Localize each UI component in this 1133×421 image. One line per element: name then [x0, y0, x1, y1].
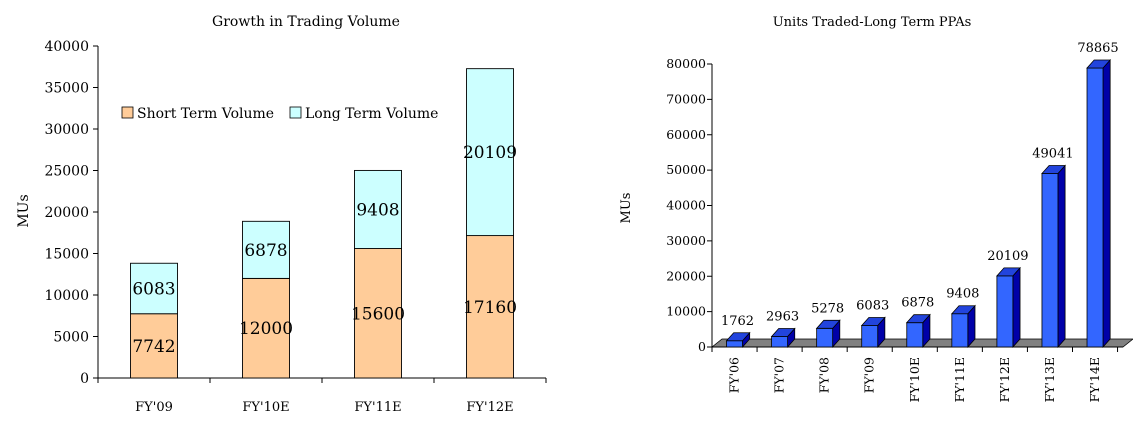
- chart1-bar-short-term: [242, 277, 290, 379]
- chart2-data-label: 49041: [1032, 147, 1073, 162]
- chart2-bar-side: [787, 327, 796, 349]
- legend-label-short-term: Short Term Volume: [137, 106, 274, 122]
- chart2-y-tick-label: 40000: [666, 198, 706, 213]
- chart2-bar: [906, 322, 924, 348]
- chart1-data-label: 6083: [132, 279, 175, 299]
- chart1-data-label: 15600: [351, 304, 405, 324]
- chart2-data-label: 2963: [766, 310, 799, 325]
- trading-volume-chart: Growth in Trading Volume MUs 0 5000 10000 1…: [16, 14, 547, 415]
- chart2-bar: [816, 327, 834, 348]
- chart1-y-tick-label: 35000: [44, 81, 89, 97]
- chart2-y-tick-label: 0: [698, 339, 706, 354]
- chart2-bar: [1041, 173, 1059, 348]
- chart2-bar-top: [860, 317, 886, 326]
- chart2-ylabel: MUs: [619, 193, 634, 224]
- chart2-data-label: 5278: [811, 301, 844, 316]
- chart2-y-tick-label: 20000: [666, 268, 706, 283]
- chart1-bar-short-term: [466, 235, 514, 379]
- chart2-bar-side: [832, 319, 841, 349]
- chart2-bar: [726, 340, 743, 348]
- chart2-bar-side: [1012, 266, 1021, 349]
- chart2-bars: 1762 2963 5278 6083 6878 9408 20109 49041 78865: [721, 41, 1119, 349]
- chart2-y-tick-label: 10000: [666, 304, 706, 319]
- chart2-floor-plane: [710, 338, 1133, 348]
- chart2-data-label: 6878: [901, 296, 934, 311]
- chart2-x-tick-label: FY'08: [817, 357, 832, 393]
- chart2-x-tick-label: FY'13E: [1042, 357, 1057, 402]
- chart2-bar-side: [922, 313, 931, 349]
- chart2-bar-top: [905, 314, 931, 324]
- chart1-bar-long-term: [354, 169, 402, 249]
- chart1-legend: Short Term Volume Long Term Volume: [121, 106, 438, 122]
- chart2-y-tick-label: 60000: [666, 127, 706, 142]
- chart1-y-tick-label: 15000: [44, 247, 89, 263]
- chart2-bar: [996, 275, 1014, 348]
- chart2-axes: 0 10000 20000 30000 40000 50000 60000 70000 8000…: [666, 56, 1123, 402]
- chart2-bar-side: [967, 304, 976, 349]
- chart2-y-tick-label: 30000: [666, 233, 706, 248]
- chart2-data-label: 78865: [1077, 41, 1118, 56]
- chart2-bar-top: [1041, 165, 1066, 174]
- chart2-data-label: 9408: [946, 287, 979, 302]
- chart2-bar-side: [1057, 164, 1066, 349]
- chart1-y-tick-label: 25000: [44, 164, 89, 180]
- chart1-x-tick-label: FY'10E: [242, 400, 289, 415]
- chart1-bar-long-term: [130, 262, 178, 315]
- chart2-x-tick-label: FY'11E: [952, 357, 967, 402]
- chart1-data-label: 20109: [463, 143, 517, 163]
- chart1-data-label: 6878: [244, 241, 287, 261]
- chart2-bar: [771, 336, 788, 348]
- chart2-bar-top: [996, 267, 1021, 277]
- chart2-bar-top: [725, 332, 751, 342]
- chart2-data-label: 1762: [721, 314, 754, 329]
- chart2-y-tick-label: 80000: [666, 56, 706, 71]
- chart2-data-label: 6083: [856, 298, 889, 313]
- chart1-bars: 7742 6083 12000 6878 15600 9408 17160 20109: [130, 68, 517, 379]
- chart2-x-tick-label: FY'14E: [1087, 357, 1102, 402]
- legend-swatch-long-term: [289, 106, 302, 119]
- chart1-data-label: 9408: [356, 200, 399, 220]
- chart1-data-label: 17160: [463, 298, 517, 318]
- chart1-y-tick-label: 0: [80, 371, 89, 387]
- chart2-x-tick-label: FY'07: [772, 357, 787, 393]
- chart2-title: Units Traded-Long Term PPAs: [773, 15, 972, 30]
- chart2-bar-top: [770, 328, 796, 337]
- chart1-y-tick-label: 40000: [44, 39, 89, 55]
- chart2-bar: [951, 313, 969, 348]
- chart1-x-tick-label: FY'11E: [354, 400, 401, 415]
- chart1-y-tick-label: 5000: [53, 330, 89, 346]
- chart2-bar: [861, 325, 879, 348]
- chart2-y-tick-label: 50000: [666, 162, 706, 177]
- chart1-data-label: 7742: [132, 337, 175, 357]
- chart2-bar-side: [877, 316, 886, 349]
- chart2-bar-side: [1102, 58, 1111, 349]
- chart1-axes: 0 5000 10000 15000 20000 25000 30000 35000 40000…: [44, 39, 547, 415]
- chart2-x-tick-label: FY'10E: [907, 357, 922, 402]
- chart1-y-tick-label: 30000: [44, 122, 89, 138]
- chart1-bar-long-term: [242, 220, 290, 279]
- chart2-y-tick-label: 70000: [666, 91, 706, 106]
- chart2-x-tick-label: FY'12E: [997, 357, 1012, 402]
- chart2-data-label: 20109: [987, 249, 1028, 264]
- chart1-title: Growth in Trading Volume: [212, 14, 400, 30]
- chart2-bar-top: [815, 319, 841, 329]
- chart1-bar-short-term: [130, 313, 178, 379]
- chart2-x-tick-label: FY'06: [727, 357, 742, 393]
- chart1-x-tick-label: FY'12E: [466, 400, 513, 415]
- chart2-bar-top: [950, 305, 976, 315]
- chart1-y-tick-label: 10000: [44, 288, 89, 304]
- chart2-bar: [1086, 67, 1104, 348]
- legend-swatch-short-term: [121, 106, 134, 119]
- chart1-data-label: 12000: [239, 319, 293, 339]
- chart2-bar-top: [1086, 59, 1112, 69]
- chart1-x-tick-label: FY'09: [135, 400, 173, 415]
- chart2-bar-side: [742, 331, 751, 349]
- chart1-y-tick-label: 20000: [44, 205, 89, 221]
- chart2-x-tick-label: FY'09: [862, 357, 877, 393]
- legend-label-long-term: Long Term Volume: [305, 106, 438, 122]
- chart1-ylabel: MUs: [16, 194, 32, 227]
- chart1-bar-long-term: [466, 68, 514, 237]
- chart2-floor: [710, 338, 1133, 348]
